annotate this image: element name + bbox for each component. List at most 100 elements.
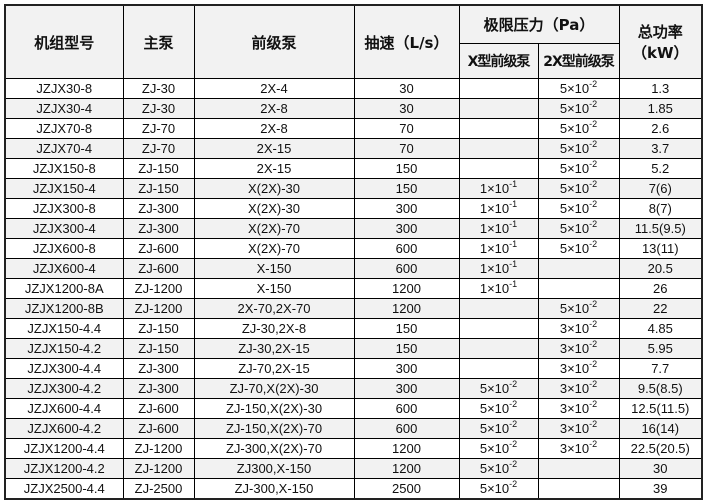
cell-pressure-2x: 5×10-2 <box>537 218 620 239</box>
table-row: JZJX600-4.4 ZJ-600 ZJ-150,X(2X)-30 600 5×10-… <box>4 398 703 419</box>
cell-speed: 1200 <box>353 298 460 319</box>
table-row: JZJX150-4.4 ZJ-150 ZJ-30,2X-8 150 3×10-2 4.85 <box>4 318 703 339</box>
pressure-exponent: -2 <box>509 459 518 469</box>
cell-power: 5.95 <box>618 338 703 359</box>
cell-model: JZJX2500-4.4 <box>4 478 124 500</box>
cell-pressure-2x: 3×10-2 <box>537 318 620 339</box>
cell-backing-pump: ZJ300,X-150 <box>193 458 355 479</box>
pressure-mantissa: 5×10 <box>479 381 510 396</box>
pressure-mantissa: 5×10 <box>479 401 510 416</box>
cell-speed: 300 <box>353 358 460 379</box>
pressure-mantissa: 5×10 <box>559 181 590 196</box>
cell-power: 7.7 <box>618 358 703 379</box>
pressure-mantissa: 5×10 <box>479 421 510 436</box>
header-main-pump: 主泵 <box>122 4 195 79</box>
table-row: JZJX2500-4.4 ZJ-2500 ZJ-300,X-150 2500 5×10-… <box>4 478 703 500</box>
pressure-exponent: -2 <box>589 79 598 89</box>
cell-main-pump: ZJ-150 <box>122 178 195 199</box>
header-backing-pump: 前级泵 <box>193 4 355 79</box>
cell-power: 3.7 <box>618 138 703 159</box>
cell-pressure-x: 1×10-1 <box>458 238 539 259</box>
cell-main-pump: ZJ-1200 <box>122 438 195 459</box>
table-row: JZJX30-4 ZJ-30 2X-8 30 5×10-2 1.85 <box>4 98 703 119</box>
cell-pressure-2x <box>537 478 620 500</box>
pressure-mantissa: 5×10 <box>559 221 590 236</box>
cell-model: JZJX600-4 <box>4 258 124 279</box>
table-body: JZJX30-8 ZJ-30 2X-4 30 5×10-2 1.3 JZJX30-4 ZJ-3… <box>4 78 703 500</box>
cell-speed: 2500 <box>353 478 460 500</box>
cell-speed: 600 <box>353 258 460 279</box>
cell-speed: 300 <box>353 378 460 399</box>
pressure-mantissa: 3×10 <box>559 341 590 356</box>
cell-power: 2.6 <box>618 118 703 139</box>
pressure-exponent: -2 <box>509 419 518 429</box>
cell-model: JZJX600-4.4 <box>4 398 124 419</box>
pressure-exponent: -2 <box>589 439 598 449</box>
cell-backing-pump: 2X-8 <box>193 118 355 139</box>
cell-pressure-x <box>458 138 539 159</box>
cell-main-pump: ZJ-600 <box>122 418 195 439</box>
table-row: JZJX1200-4.4 ZJ-1200 ZJ-300,X(2X)-70 1200 5×… <box>4 438 703 459</box>
pressure-exponent: -2 <box>589 299 598 309</box>
cell-pressure-x: 5×10-2 <box>458 398 539 419</box>
cell-power: 1.3 <box>618 78 703 99</box>
cell-backing-pump: 2X-15 <box>193 138 355 159</box>
pressure-exponent: -2 <box>589 199 598 209</box>
pressure-mantissa: 5×10 <box>479 441 510 456</box>
cell-main-pump: ZJ-150 <box>122 318 195 339</box>
cell-pressure-x: 1×10-1 <box>458 278 539 299</box>
cell-power: 7(6) <box>618 178 703 199</box>
pressure-mantissa: 5×10 <box>479 461 510 476</box>
cell-pressure-2x: 3×10-2 <box>537 338 620 359</box>
pressure-exponent: -1 <box>509 199 518 209</box>
table-row: JZJX150-8 ZJ-150 2X-15 150 5×10-2 5.2 <box>4 158 703 179</box>
pressure-mantissa: 1×10 <box>479 281 510 296</box>
pressure-exponent: -2 <box>509 479 518 489</box>
cell-pressure-2x: 3×10-2 <box>537 438 620 459</box>
cell-backing-pump: 2X-70,2X-70 <box>193 298 355 319</box>
pressure-exponent: -2 <box>509 399 518 409</box>
cell-backing-pump: ZJ-150,X(2X)-70 <box>193 418 355 439</box>
cell-pressure-2x <box>537 458 620 479</box>
cell-model: JZJX300-4.4 <box>4 358 124 379</box>
cell-pressure-x: 1×10-1 <box>458 198 539 219</box>
cell-model: JZJX600-4.2 <box>4 418 124 439</box>
cell-speed: 150 <box>353 158 460 179</box>
cell-main-pump: ZJ-2500 <box>122 478 195 500</box>
pressure-exponent: -2 <box>509 379 518 389</box>
cell-pressure-2x: 5×10-2 <box>537 78 620 99</box>
cell-main-pump: ZJ-70 <box>122 118 195 139</box>
pressure-mantissa: 3×10 <box>559 421 590 436</box>
cell-pressure-2x: 3×10-2 <box>537 358 620 379</box>
cell-model: JZJX1200-4.2 <box>4 458 124 479</box>
table-row: JZJX70-8 ZJ-70 2X-8 70 5×10-2 2.6 <box>4 118 703 139</box>
cell-main-pump: ZJ-600 <box>122 238 195 259</box>
cell-speed: 150 <box>353 178 460 199</box>
cell-power: 20.5 <box>618 258 703 279</box>
pressure-mantissa: 1×10 <box>479 221 510 236</box>
cell-power: 1.85 <box>618 98 703 119</box>
cell-pressure-x: 5×10-2 <box>458 458 539 479</box>
cell-pressure-2x: 5×10-2 <box>537 298 620 319</box>
pressure-mantissa: 5×10 <box>559 301 590 316</box>
table-row: JZJX600-4.2 ZJ-600 ZJ-150,X(2X)-70 600 5×10-… <box>4 418 703 439</box>
cell-backing-pump: 2X-8 <box>193 98 355 119</box>
cell-pressure-x <box>458 318 539 339</box>
pressure-mantissa: 1×10 <box>479 181 510 196</box>
cell-backing-pump: X-150 <box>193 278 355 299</box>
cell-pressure-2x: 5×10-2 <box>537 118 620 139</box>
cell-main-pump: ZJ-150 <box>122 338 195 359</box>
cell-main-pump: ZJ-30 <box>122 78 195 99</box>
cell-backing-pump: ZJ-70,2X-15 <box>193 358 355 379</box>
table-row: JZJX1200-8A ZJ-1200 X-150 1200 1×10-1 26 <box>4 278 703 299</box>
pressure-exponent: -1 <box>509 239 518 249</box>
pressure-mantissa: 3×10 <box>559 381 590 396</box>
cell-main-pump: ZJ-300 <box>122 358 195 379</box>
cell-pressure-x: 1×10-1 <box>458 258 539 279</box>
pressure-mantissa: 5×10 <box>559 241 590 256</box>
header-power: 总功率（kW） <box>618 4 703 79</box>
cell-pressure-2x: 5×10-2 <box>537 158 620 179</box>
cell-main-pump: ZJ-70 <box>122 138 195 159</box>
cell-pressure-x: 1×10-1 <box>458 218 539 239</box>
header-speed: 抽速（L/s） <box>353 4 460 79</box>
